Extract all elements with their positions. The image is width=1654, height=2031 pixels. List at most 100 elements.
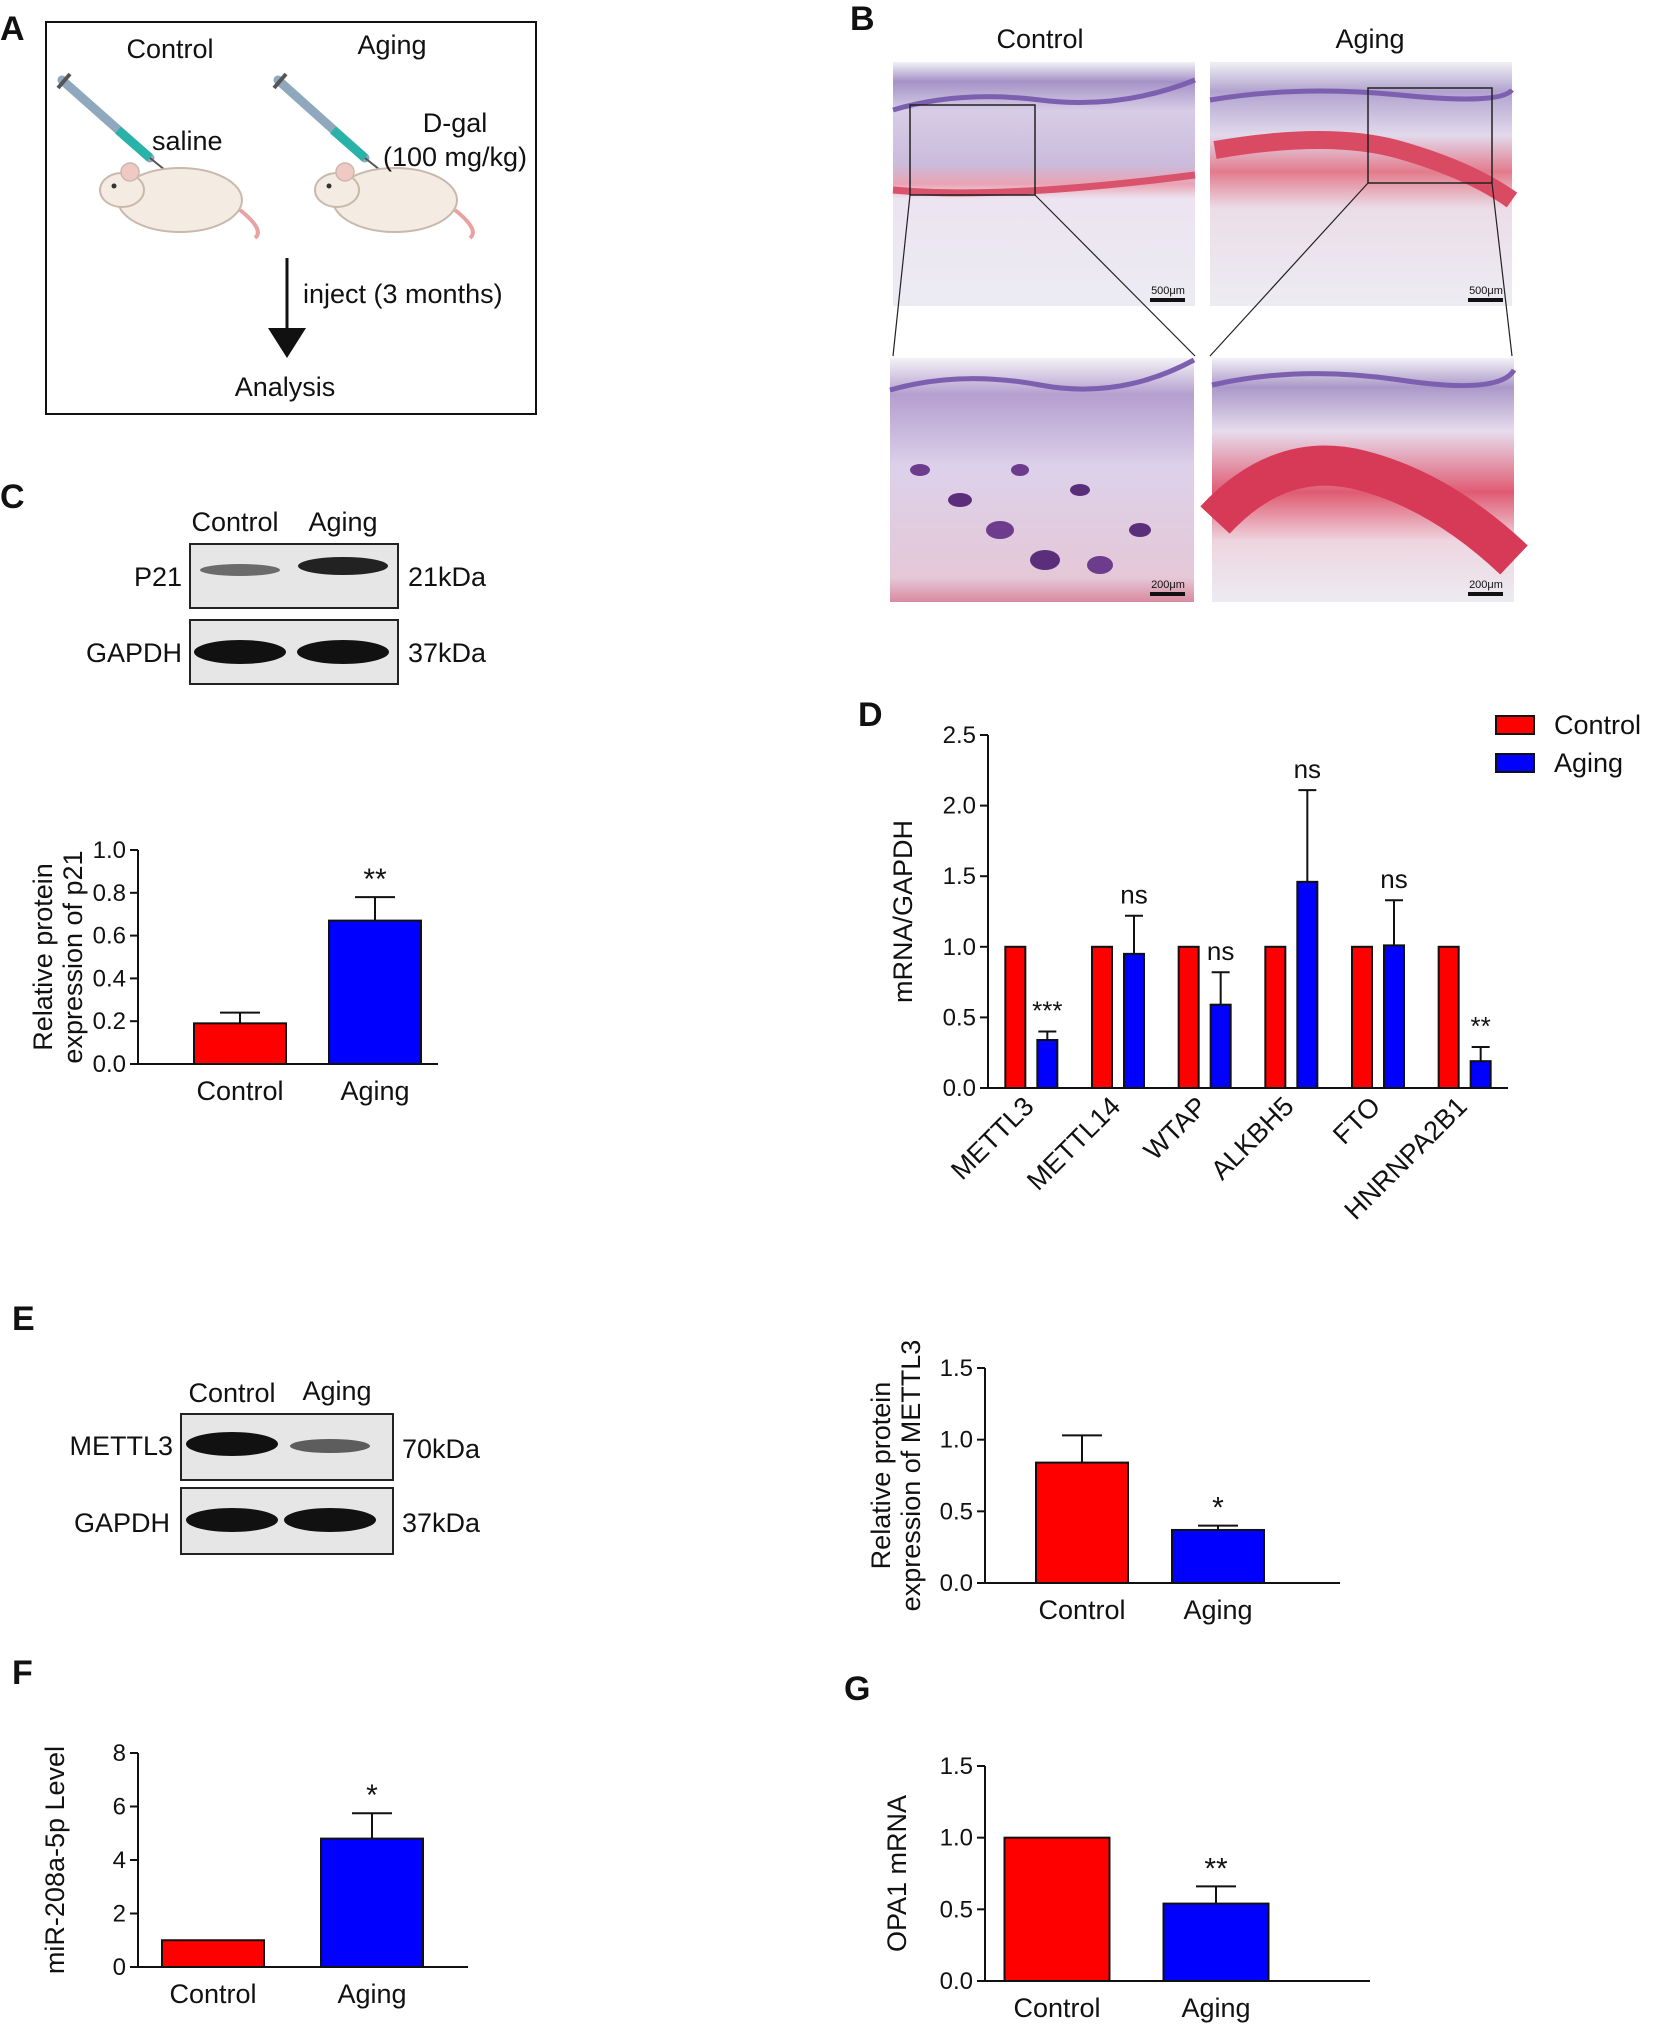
panel-b-control-label: Control <box>996 24 1083 54</box>
significance-mark: *** <box>1032 996 1062 1026</box>
bar-wtap-control <box>1177 945 1200 1089</box>
significance-mark: ** <box>1471 1011 1491 1041</box>
y-tick-label: 1.0 <box>943 934 976 961</box>
bar-control <box>161 1939 265 1968</box>
dgal-label: D-gal <box>423 108 488 138</box>
panel-a-frame <box>45 21 537 415</box>
y-axis-label: OPA1 mRNA <box>882 1795 912 1952</box>
panel-a-aging-label: Aging <box>357 30 426 60</box>
x-tick-label: Aging <box>340 1076 409 1106</box>
blot-e-control-header: Control <box>188 1378 275 1408</box>
y-tick-label: 1.0 <box>940 1825 973 1852</box>
y-tick-label: 2.0 <box>943 793 976 820</box>
y-tick-label: 4 <box>113 1847 126 1874</box>
histology-control-overview: 500μm <box>892 62 1196 306</box>
x-tick-label: Control <box>1013 1993 1100 2023</box>
x-tick-label: Aging <box>1183 1595 1252 1625</box>
syringe-icon <box>272 72 381 171</box>
y-axis-label: expression of METTL3 <box>896 1340 926 1612</box>
y-tick-label: 0.5 <box>940 1498 973 1525</box>
bar-alkbh5-control <box>1264 945 1287 1089</box>
significance-mark: * <box>1212 1492 1224 1525</box>
bar-aging <box>1171 1528 1265 1585</box>
blot-e-gapdh-label: GAPDH <box>74 1508 170 1538</box>
blot-c-p21-label: P21 <box>134 562 182 592</box>
analysis-label: Analysis <box>235 372 336 402</box>
inject-label: inject (3 months) <box>303 279 503 309</box>
mouse-icon <box>99 162 260 240</box>
chart-g-opa1-mrna: 0.0 0.5 1.0 1.5 OPA1 mRNA Control ** Aging <box>882 1753 1370 2023</box>
legend-label-aging: Aging <box>1554 748 1623 778</box>
scale-bar-top-control: 500μm <box>1151 285 1185 297</box>
y-tick-label: 1.0 <box>940 1427 973 1454</box>
x-tick-label: Control <box>196 1076 283 1106</box>
y-tick-label: 1.0 <box>93 837 126 864</box>
significance-mark: * <box>366 1779 378 1812</box>
x-tick-label: Control <box>169 1979 256 2009</box>
bar-aging <box>328 919 422 1065</box>
panel-letter-g: G <box>844 1670 870 1708</box>
bar-fto-aging <box>1383 944 1405 1089</box>
x-tick-label: METTL14 <box>1021 1091 1126 1196</box>
y-tick-label: 0.0 <box>940 1570 973 1597</box>
scale-bar-bottom-aging: 200μm <box>1469 579 1503 591</box>
x-tick-label: FTO <box>1327 1091 1386 1150</box>
panel-letter-d: D <box>858 696 883 734</box>
bar-mettl3-control <box>1004 945 1027 1089</box>
bar-mettl14-aging <box>1123 952 1145 1089</box>
blot-c-gapdh-label: GAPDH <box>86 638 182 668</box>
bar-control <box>193 1022 287 1066</box>
bar-mettl14-control <box>1091 945 1113 1089</box>
histology-aging-zoom: 200μm <box>1200 358 1528 602</box>
significance-mark: ns <box>1294 754 1321 784</box>
y-tick-label: 2.5 <box>943 722 976 749</box>
significance-mark: ns <box>1380 864 1407 894</box>
x-tick-label: WTAP <box>1138 1091 1213 1166</box>
y-tick-label: 8 <box>113 1740 126 1767</box>
x-tick-label: ALKBH5 <box>1205 1091 1299 1185</box>
legend-label-control: Control <box>1554 710 1641 740</box>
bar-control <box>1003 1836 1111 1982</box>
blot-e-row-mettl3: METTL3 70kDa <box>69 1413 481 1481</box>
chart-d-mrna-gapdh: 0.00.51.01.52.02.5mRNA/GAPDH***METTL3nsM… <box>888 710 1641 1225</box>
bar-mettl3-aging <box>1036 1038 1059 1089</box>
bar-wtap-aging <box>1209 1003 1232 1090</box>
significance-mark: ** <box>363 863 387 896</box>
chart-f-mir208a-level: 0 2 4 6 8 miR-208a-5p Level Control * Aging <box>40 1740 468 2009</box>
bar-fto-control <box>1351 945 1373 1089</box>
y-tick-label: 0.0 <box>93 1051 126 1078</box>
scale-bar-bottom-control: 200μm <box>1151 579 1185 591</box>
blot-e-mettl3-kda: 70kDa <box>402 1434 481 1464</box>
saline-label: saline <box>152 126 223 156</box>
dose-label: (100 mg/kg) <box>383 142 527 172</box>
y-tick-label: 1.5 <box>940 1355 973 1382</box>
blot-c-control-header: Control <box>191 507 278 537</box>
y-axis-label: mRNA/GAPDH <box>888 820 918 1003</box>
histology-control-zoom: 200μm <box>889 357 1196 602</box>
y-tick-label: 2 <box>113 1901 126 1928</box>
y-tick-label: 1.5 <box>943 863 976 890</box>
arrow-down-icon <box>268 258 306 358</box>
bar-aging <box>1162 1902 1270 1982</box>
blot-e-aging-header: Aging <box>302 1376 371 1406</box>
bar-control <box>1035 1461 1129 1584</box>
panel-letter-f: F <box>12 1654 33 1692</box>
bar-hnrnpa2b1-control <box>1437 945 1460 1089</box>
y-tick-label: 0.2 <box>93 1008 126 1035</box>
y-tick-label: 0.5 <box>943 1004 976 1031</box>
blot-c-row-p21: P21 21kDa <box>134 543 487 609</box>
syringe-icon <box>56 72 166 171</box>
y-tick-label: 6 <box>113 1794 126 1821</box>
y-tick-label: 0 <box>113 1954 126 1981</box>
scale-bar-top-aging: 500μm <box>1469 285 1503 297</box>
panel-letter-c: C <box>0 478 25 516</box>
blot-c-aging-header: Aging <box>308 507 377 537</box>
x-tick-label: Control <box>1038 1595 1125 1625</box>
y-tick-label: 0.0 <box>943 1075 976 1102</box>
panel-b-aging-label: Aging <box>1335 24 1404 54</box>
histology-aging-overview: 500μm <box>1209 62 1518 306</box>
y-tick-label: 0.6 <box>93 923 126 950</box>
y-tick-label: 0.4 <box>93 965 126 992</box>
blot-e-row-gapdh: GAPDH 37kDa <box>74 1487 481 1555</box>
